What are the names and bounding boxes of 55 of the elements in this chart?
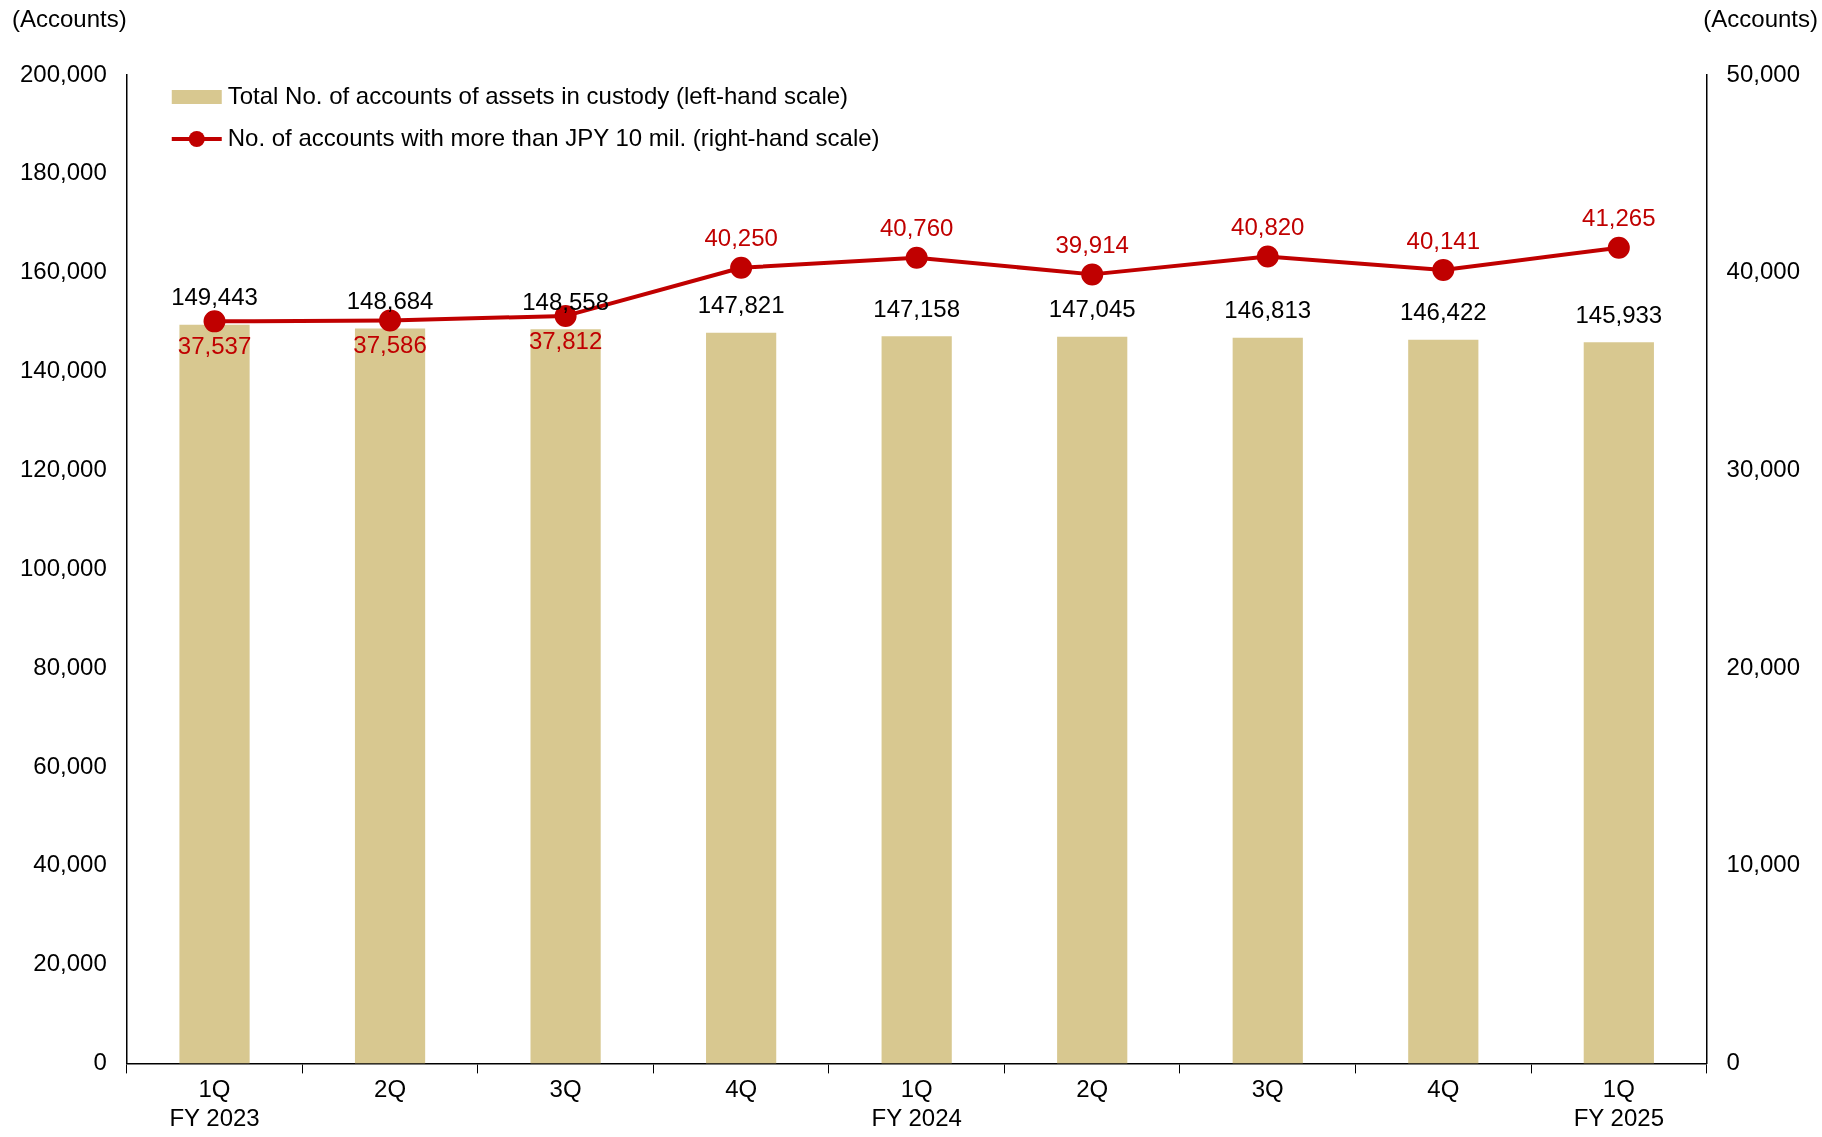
x-tick-label: 1Q FY 2025	[1573, 1075, 1664, 1132]
x-tick-label: 3Q	[1251, 1075, 1284, 1103]
data-label: 37,812	[528, 326, 603, 354]
y2-tick-label: 30,000	[1726, 454, 1800, 482]
data-label: 145,933	[1575, 300, 1663, 328]
x-tick-label: 4Q	[725, 1075, 758, 1103]
x-tick-label: 4Q	[1427, 1075, 1460, 1103]
y-tick-label: 40,000	[33, 850, 107, 878]
data-label: 37,537	[177, 331, 252, 359]
legend-label: No. of accounts with more than JPY 10 mil. (right-hand scale)	[227, 123, 880, 151]
y2-tick-label: 40,000	[1726, 257, 1800, 285]
y-tick-label: 160,000	[19, 257, 107, 285]
data-label: 146,813	[1224, 296, 1312, 324]
point	[730, 256, 753, 279]
data-label: 146,422	[1399, 298, 1487, 326]
point	[905, 246, 928, 269]
y2-tick-label: 20,000	[1726, 652, 1800, 680]
y-tick-label: 80,000	[33, 652, 107, 680]
y-tick-label: 200,000	[19, 59, 107, 87]
y-tick-label: 20,000	[33, 949, 107, 977]
point	[203, 310, 226, 333]
data-label: 41,265	[1582, 204, 1656, 232]
y2-tick-label: 0	[1726, 1048, 1740, 1076]
y-tick-label: 180,000	[19, 158, 107, 186]
y-tick-label: 0	[93, 1048, 107, 1076]
y-tick-label: 140,000	[19, 356, 107, 384]
x-tick-label: 1Q FY 2023	[169, 1075, 260, 1132]
data-label: 37,586	[353, 331, 427, 359]
data-label: 147,158	[873, 294, 961, 322]
x-tick-label: 2Q	[374, 1075, 407, 1103]
x-tick-label: 2Q	[1076, 1075, 1109, 1103]
y-tick-label: 60,000	[33, 751, 107, 779]
data-label: 149,443	[171, 283, 258, 311]
y2-tick-label: 50,000	[1726, 59, 1800, 87]
point	[1256, 245, 1279, 268]
y-tick-label: 120,000	[19, 454, 107, 482]
data-label: 40,250	[704, 224, 778, 252]
y-axis-title: (Accounts)	[12, 4, 127, 32]
data-label: 40,141	[1406, 226, 1480, 254]
x-tick-label: 3Q	[549, 1075, 582, 1103]
y-tick-label: 100,000	[19, 553, 107, 581]
data-label: 148,558	[522, 287, 609, 315]
point	[1432, 258, 1455, 281]
point	[1607, 236, 1630, 259]
y2-tick-label: 10,000	[1726, 850, 1800, 878]
data-label: 148,684	[346, 287, 434, 315]
y2-axis-title: (Accounts)	[1703, 4, 1818, 32]
data-label: 39,914	[1055, 231, 1129, 259]
data-label: 40,760	[879, 214, 954, 242]
legend-label: Total No. of accounts of assets in custody (left-hand scale)	[227, 81, 849, 109]
point	[1081, 263, 1104, 286]
data-label: 40,820	[1231, 213, 1305, 241]
data-label: 147,045	[1048, 295, 1136, 323]
data-label: 147,821	[697, 291, 785, 319]
x-tick-label: 1Q FY 2024	[871, 1075, 962, 1132]
